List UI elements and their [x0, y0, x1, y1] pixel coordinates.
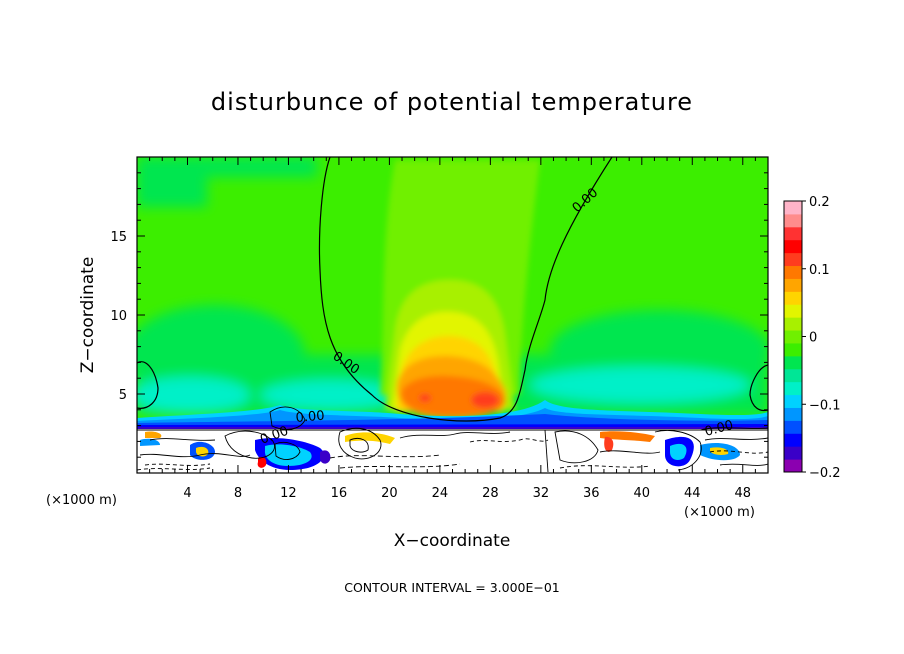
contour-label-surface: 0.00	[295, 409, 325, 426]
colorbar-swatch	[784, 213, 802, 228]
x-tick-label: 24	[432, 486, 449, 501]
colorbar-swatch	[784, 201, 802, 215]
x-tick-label: 36	[583, 486, 600, 501]
y-tick-label: 10	[110, 309, 127, 324]
x-tick-label: 48	[734, 486, 751, 501]
colorbar-swatch	[784, 265, 802, 279]
colorbar-swatch	[784, 330, 802, 344]
contour-label-right: 0.00	[703, 418, 735, 440]
y-tick-label: 5	[119, 388, 127, 403]
x-tick-label: 32	[533, 486, 550, 501]
colorbar-swatch	[784, 278, 802, 292]
x-tick-label: 12	[280, 486, 297, 501]
turbulent-zone	[137, 429, 768, 473]
x-tick-label: 40	[634, 486, 651, 501]
colorbar-swatch	[784, 252, 802, 267]
colorbar-swatch	[784, 317, 802, 331]
colorbar-tick-label: 0.2	[809, 195, 830, 210]
x-tick-label: 28	[482, 486, 499, 501]
colorbar-swatch	[784, 239, 802, 254]
contour-interval-note: CONTOUR INTERVAL = 3.000E−01	[344, 580, 560, 595]
zero-contour-left	[137, 361, 159, 409]
colorbar-swatch	[784, 226, 802, 241]
colorbar-swatch	[784, 355, 802, 370]
x-unit-right: (×1000 m)	[684, 505, 755, 520]
y-tick-label: 15	[110, 230, 127, 245]
x-tick-label: 20	[381, 486, 398, 501]
colorbar-swatch	[784, 446, 802, 460]
y-axis-title: Z−coordinate	[78, 257, 98, 374]
colorbar: 0.2 0.1 0 −0.1 −0.2	[783, 195, 841, 481]
x-axis-title: X−coordinate	[394, 531, 511, 551]
colorbar-tick-label: 0	[809, 331, 817, 346]
warm-plume	[380, 160, 540, 418]
y-axis: 5 10 15	[110, 172, 768, 458]
colorbar-swatch	[784, 459, 802, 473]
contour-labels: 0.00 0.00 0.00 0.00 0.00	[258, 185, 735, 447]
colorbar-swatch	[784, 420, 802, 434]
colorbar-tick-label: −0.1	[809, 398, 841, 413]
colorbar-tick-label: −0.2	[809, 466, 841, 481]
colorbar-tick-label: 0.1	[809, 263, 830, 278]
colorbar-swatch	[784, 433, 802, 447]
x-unit-left: (×1000 m)	[46, 493, 117, 508]
zero-contour-plume	[318, 157, 613, 422]
colorbar-swatch	[784, 394, 802, 408]
colorbar-swatch	[784, 291, 802, 305]
x-tick-label: 8	[234, 486, 242, 501]
colorbar-swatch	[784, 304, 802, 318]
plot-area: 0.00 0.00 0.00 0.00 0.00	[137, 157, 768, 473]
colorbar-swatch	[784, 368, 802, 383]
x-tick-label: 44	[684, 486, 701, 501]
x-tick-label: 16	[331, 486, 348, 501]
zero-contour-right	[749, 364, 768, 412]
contour-lines	[137, 157, 768, 473]
colorbar-swatch	[784, 381, 802, 396]
colorbar-swatch	[784, 342, 802, 357]
chart-title: disturbunce of potential temperature	[211, 88, 693, 116]
x-axis: 4 8 12 16 20 24 28 32 36 40 44 48	[149, 157, 756, 501]
x-tick-label: 4	[183, 486, 191, 501]
colorbar-swatch	[784, 407, 802, 421]
